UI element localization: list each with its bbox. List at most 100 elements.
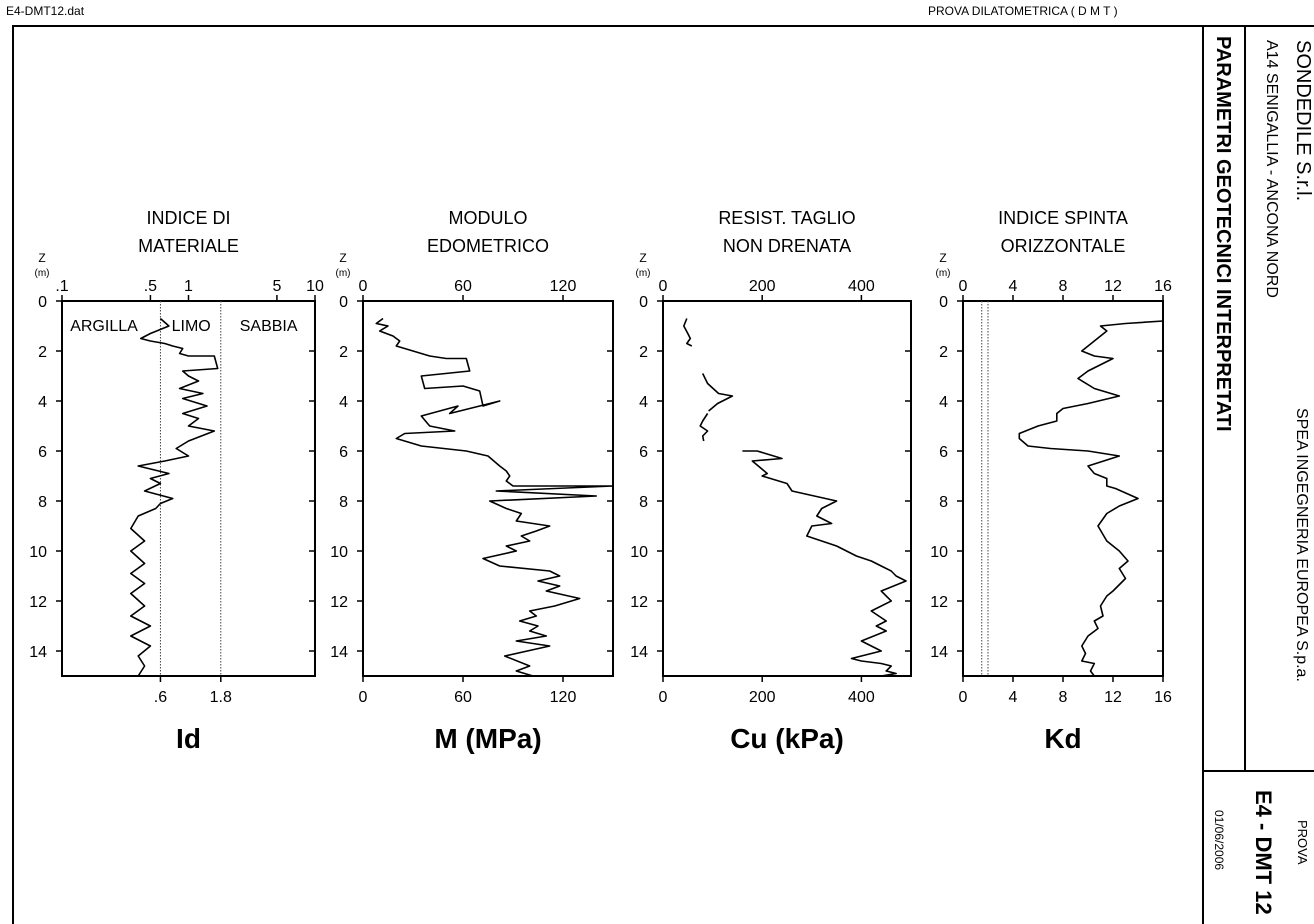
x-tick-label: 8 — [1059, 278, 1068, 295]
y-tick-label: 6 — [639, 444, 648, 461]
y-tick-label: 8 — [639, 494, 648, 511]
y-tick-label: 8 — [339, 494, 348, 511]
x-tick-label: 200 — [749, 689, 776, 706]
y-tick-label: 6 — [339, 444, 348, 461]
y-tick-label: 12 — [29, 594, 47, 611]
title-block-divider — [1202, 770, 1314, 772]
soil-zone-label: LIMO — [172, 318, 211, 335]
sheet-frame — [12, 25, 1314, 924]
file-name: E4-DMT12.dat — [6, 4, 85, 18]
y-tick-label: 10 — [330, 544, 348, 561]
x-tick-label: .1 — [55, 278, 68, 295]
y-tick-label: 12 — [330, 594, 348, 611]
chart-title: MATERIALE — [138, 236, 239, 256]
y-tick-label: 2 — [38, 344, 47, 361]
x-axis-label: M (MPa) — [434, 723, 541, 754]
chart-title: INDICE SPINTA — [998, 208, 1128, 228]
y-axis-label: Z — [38, 251, 45, 265]
chart-title: RESIST. TAGLIO — [718, 208, 855, 228]
y-tick-label: 8 — [38, 494, 47, 511]
chart-title: EDOMETRICO — [427, 236, 549, 256]
x-tick-label: 1.8 — [210, 689, 232, 706]
y-tick-label: 4 — [339, 394, 348, 411]
y-tick-label: 14 — [330, 644, 348, 661]
data-line — [682, 318, 693, 347]
prova-date: 01/06/2006 — [1212, 810, 1226, 871]
company-name: SONDEDILE S.r.l. — [1292, 40, 1314, 202]
client-name: SPEA INGEGNERIA EUROPEA S.p.a. — [1293, 408, 1310, 682]
y-axis-label: (m) — [636, 268, 651, 279]
y-tick-label: 6 — [939, 444, 948, 461]
title-block-divider — [1244, 25, 1246, 770]
plot-frame — [662, 300, 912, 677]
x-tick-label: 400 — [848, 689, 875, 706]
y-tick-label: 2 — [339, 344, 348, 361]
y-tick-label: 0 — [339, 294, 348, 311]
x-tick-label: 0 — [959, 689, 968, 706]
x-tick-label: 200 — [749, 278, 776, 295]
chart-title: ORIZZONTALE — [1001, 236, 1126, 256]
x-tick-label: 60 — [454, 278, 472, 295]
x-tick-label: 12 — [1104, 689, 1122, 706]
x-tick-label: 4 — [1009, 278, 1018, 295]
prova-label: PROVA — [1295, 820, 1310, 865]
data-line — [1018, 320, 1164, 677]
data-line — [699, 413, 709, 442]
plot-frame — [362, 300, 614, 677]
y-tick-label: 14 — [630, 644, 648, 661]
x-axis-label: Id — [176, 723, 201, 754]
test-type-title: PROVA DILATOMETRICA ( D M T ) — [928, 4, 1118, 18]
sheet-subtitle: PARAMETRI GEOTECNICI INTERPRETATI — [1212, 36, 1234, 432]
data-line — [130, 317, 219, 677]
y-tick-label: 4 — [639, 394, 648, 411]
y-axis-label: (m) — [35, 268, 50, 279]
x-tick-label: 4 — [1009, 689, 1018, 706]
y-tick-label: 4 — [38, 394, 47, 411]
x-tick-label: 120 — [550, 278, 577, 295]
y-tick-label: 12 — [930, 594, 948, 611]
y-tick-label: 0 — [639, 294, 648, 311]
y-tick-label: 12 — [630, 594, 648, 611]
x-tick-label: 16 — [1154, 689, 1172, 706]
x-tick-label: 0 — [659, 278, 668, 295]
x-axis-label: Cu (kPa) — [730, 723, 844, 754]
y-tick-label: 10 — [930, 544, 948, 561]
x-tick-label: .6 — [154, 689, 167, 706]
plot-frame — [962, 300, 1164, 677]
chart-title: INDICE DI — [146, 208, 230, 228]
x-tick-label: 120 — [550, 689, 577, 706]
y-axis-label: Z — [339, 251, 346, 265]
x-tick-label: 0 — [359, 689, 368, 706]
y-axis-label: (m) — [336, 268, 351, 279]
soil-zone-label: SABBIA — [240, 318, 298, 335]
x-tick-label: 5 — [272, 278, 281, 295]
x-tick-label: 12 — [1104, 278, 1122, 295]
y-tick-label: 0 — [939, 294, 948, 311]
chart-title: NON DRENATA — [723, 236, 851, 256]
soil-zone-label: ARGILLA — [70, 318, 138, 335]
data-line — [375, 317, 614, 677]
dmt-charts: INDICE DI MATERIALE Z (m) 0 2 4 6 8 10 12 14 .1 .5 1 5 1… — [29, 208, 1172, 754]
y-tick-label: 14 — [29, 644, 47, 661]
x-tick-label: 8 — [1059, 689, 1068, 706]
y-axis-label: Z — [939, 251, 946, 265]
x-tick-label: 16 — [1154, 278, 1172, 295]
chart-title: MODULO — [448, 208, 527, 228]
y-tick-label: 2 — [939, 344, 948, 361]
y-axis-label: (m) — [936, 268, 951, 279]
x-tick-label: 0 — [359, 278, 368, 295]
title-block-divider — [1202, 25, 1204, 924]
y-tick-label: 2 — [639, 344, 648, 361]
x-tick-label: 60 — [454, 689, 472, 706]
x-tick-label: 10 — [306, 278, 324, 295]
y-tick-label: 8 — [939, 494, 948, 511]
y-axis-label: Z — [639, 251, 646, 265]
y-tick-label: 6 — [38, 444, 47, 461]
x-tick-label: .5 — [144, 278, 157, 295]
x-tick-label: 1 — [184, 278, 193, 295]
plot-frame — [61, 300, 316, 677]
y-tick-label: 0 — [38, 294, 47, 311]
x-tick-label: 400 — [848, 278, 875, 295]
y-tick-label: 4 — [939, 394, 948, 411]
data-line — [742, 450, 907, 677]
